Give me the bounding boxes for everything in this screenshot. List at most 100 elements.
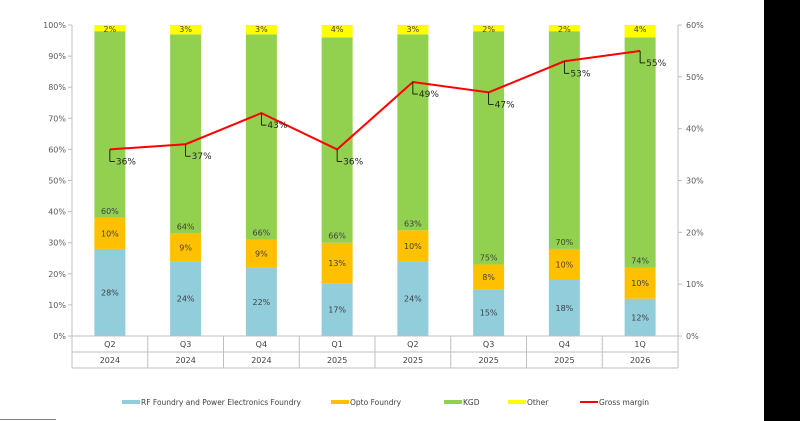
legend-label: Gross margin [599,398,649,407]
axes: 0% 10% 20% 30% 40% 50% 60% 70% 80% 90% 100% 0% 10% 20… [43,21,704,341]
bar-segment [624,267,656,299]
legend-label: Other [527,398,549,407]
left-tick-label: 60% [48,145,66,154]
bar-data-label: 3% [179,25,192,34]
bar-data-label: 10% [631,279,649,288]
bar-segment [548,280,580,336]
x-category-quarter: Q1 [331,340,342,349]
bar-segment [397,261,429,336]
bar-data-label: 2% [482,25,495,34]
left-tick-label: 90% [48,52,66,61]
gross-margin-label: 36% [116,157,136,167]
bar-segment [548,248,580,281]
x-category-quarter: Q2 [104,340,115,349]
x-category-quarter: Q2 [407,340,418,349]
bar-data-label: 3% [407,25,420,34]
bar-segment [624,298,656,336]
x-category-quarter: Q4 [256,340,267,349]
bar-segment [94,25,126,32]
legend: RF Foundry and Power Electronics Foundry… [122,398,649,407]
x-axis-table: Q2 2024 Q3 2024 Q4 2024 Q1 2025 Q2 2025 Q3 2025 Q4 20… [71,335,679,369]
bar-data-label: 4% [634,25,647,34]
bar-data-label: 10% [555,260,573,269]
bar-data-label: 10% [101,229,119,238]
bar-data-label: 66% [328,232,346,241]
bar-segment [94,217,126,249]
right-tick-label: 60% [686,21,704,30]
bar-data-label: 12% [631,313,649,322]
legend-swatch [444,400,462,404]
x-category-quarter: 1Q [634,340,645,349]
legend-label: KGD [463,398,480,407]
x-category-year: 2024 [175,356,195,365]
bar-segment [321,25,353,38]
legend-swatch [508,400,526,404]
left-tick-label: 40% [48,208,66,217]
bar-segment [170,261,202,336]
bar-data-label: 2% [104,25,117,34]
bar-data-label: 9% [179,243,192,252]
bar-data-label: 8% [482,273,495,282]
bar-data-label: 66% [252,229,270,238]
x-category-year: 2026 [630,356,650,365]
bar-data-label: 64% [177,222,195,231]
bar-data-label: 2% [558,25,571,34]
bar-data-label: 15% [480,309,498,318]
bar-data-label: 3% [255,25,268,34]
left-tick-label: 50% [48,177,66,186]
bar-segment [624,37,656,268]
bar-data-label: 60% [101,207,119,216]
bar-segment [94,248,126,336]
bar-segment [397,34,429,231]
bar-segment [321,283,353,336]
bar-segment [321,242,353,284]
bars: 28% 10% 60% 2% 24% 9% 64% 3% 22% 9% 66% 3% 17% 13% 66%… [94,25,656,336]
bar-segment [94,31,126,218]
gross-margin-label: 37% [192,152,212,162]
bottom-edge-line [0,419,56,420]
gross-margin-label: 55% [646,59,666,69]
bar-segment [473,31,505,265]
bar-data-label: 28% [101,288,119,297]
bar-data-label: 18% [555,304,573,313]
x-category-quarter: Q4 [559,340,570,349]
legend-label: RF Foundry and Power Electronics Foundry [141,398,302,407]
right-tick-label: 50% [686,73,704,82]
bar-segment [624,25,656,38]
right-tick-label: 30% [686,177,704,186]
gross-margin-label: 47% [495,100,515,110]
bar-segment [245,25,277,35]
bar-segment [473,25,505,32]
bar-data-label: 9% [255,250,268,259]
left-tick-label: 100% [43,21,66,30]
x-category-year: 2024 [100,356,120,365]
right-tick-label: 0% [686,332,699,341]
x-category-year: 2025 [327,356,347,365]
x-category-quarter: Q3 [180,340,191,349]
right-tick-label: 20% [686,228,704,237]
bar-segment [170,25,202,35]
left-tick-label: 10% [48,301,66,310]
left-tick-label: 80% [48,83,66,92]
bar-data-label: 10% [404,242,422,251]
left-tick-label: 20% [48,270,66,279]
right-tick-label: 40% [686,125,704,134]
bar-segment [245,267,277,336]
bar-data-label: 17% [328,306,346,315]
bar-segment [170,34,202,234]
gross-margin-label: 36% [343,157,363,167]
x-category-quarter: Q3 [483,340,494,349]
left-tick-label: 70% [48,114,66,123]
x-category-year: 2024 [251,356,271,365]
bar-segment [397,25,429,35]
bar-segment [473,289,505,336]
gross-margin-label: 49% [419,90,439,100]
bar-segment [170,233,202,262]
right-black-border [764,0,800,421]
bar-data-label: 75% [480,253,498,262]
bar-segment [245,239,277,268]
bar-data-label: 22% [252,298,270,307]
bar-data-label: 63% [404,219,422,228]
